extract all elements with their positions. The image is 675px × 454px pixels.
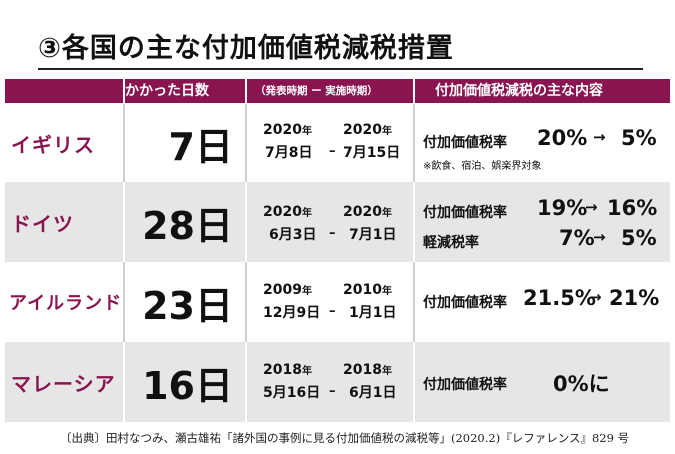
header-period: （発表時期 ー 実施時期） [255, 85, 378, 97]
arrow-icon: → [593, 228, 606, 246]
period-dates: 2020年 6月3日 – 2020年 7月1日 [263, 204, 397, 243]
date-dash: – [329, 304, 336, 319]
period-dates: 2009年 12月9日 – 2010年 1月1日 [263, 282, 397, 321]
arrow-icon: → [593, 128, 606, 146]
content-label: 付加価値税率 [423, 295, 507, 311]
days-taken: 28日 [142, 203, 233, 248]
impl-date: 7月15日 [343, 145, 401, 161]
date-dash: – [329, 144, 336, 159]
days-taken: 7日 [168, 124, 233, 169]
country-name: マレーシア [11, 371, 116, 396]
rate-to: 5% [621, 126, 657, 150]
impl-year: 2010 [343, 282, 382, 298]
impl-date: 1月1日 [349, 305, 397, 321]
rate-from: 19% [537, 196, 588, 220]
date-dash: – [329, 384, 336, 399]
content-label: 付加価値税率 [423, 377, 507, 393]
header-divider [123, 79, 125, 103]
table-row-ireland: アイルランド 23日 2009年 12月9日 – 2010年 1月1日 付加価値… [5, 262, 670, 342]
announce-date: 5月16日 [263, 385, 321, 401]
period-dates: 2020年 7月8日 – 2020年 7月15日 [263, 122, 401, 161]
rate-to: 21% [609, 286, 660, 310]
table-row-germany: ドイツ 28日 2020年 6月3日 – 2020年 7月1日 付加価値税率 1… [5, 182, 670, 262]
header-content: 付加価値税減税の主な内容 [435, 83, 603, 99]
country-name: イギリス [11, 132, 95, 157]
country-name: ドイツ [11, 211, 74, 236]
table-row-malaysia: マレーシア 16日 2018年 5月16日 – 2018年 6月1日 付加価値税… [5, 342, 670, 422]
announce-date: 6月3日 [269, 227, 317, 243]
title-underline [38, 68, 643, 70]
rate-from: 21.5% [523, 286, 596, 310]
country-name: アイルランド [9, 293, 123, 314]
date-dash: – [329, 226, 336, 241]
table-header: かかった日数 （発表時期 ー 実施時期） 付加価値税減税の主な内容 [5, 79, 670, 103]
rate-from: 7% [559, 226, 595, 250]
content-cell: 付加価値税率 20% → 5% ※飲食、宿泊、娯楽界対象 [423, 104, 670, 182]
content-cell: 付加価値税率 19% → 16% 軽減税率 7% → 5% [423, 182, 670, 262]
header-divider [413, 79, 415, 103]
days-taken: 16日 [142, 363, 233, 408]
impl-year: 2018 [343, 362, 382, 378]
content-label: 軽減税率 [423, 235, 479, 251]
header-days: かかった日数 [125, 83, 209, 99]
rate-from: 20% [537, 126, 588, 150]
page-title: ③各国の主な付加価値税減税措置 [38, 33, 454, 64]
table-row-uk: イギリス 7日 2020年 7月8日 – 2020年 7月15日 付加価値税率 … [5, 104, 670, 182]
announce-year: 2020 [263, 204, 302, 220]
content-cell: 付加価値税率 0%に [423, 342, 670, 422]
content-note: ※飲食、宿泊、娯楽界対象 [423, 161, 542, 172]
announce-date: 12月9日 [263, 305, 321, 321]
days-taken: 23日 [142, 283, 233, 328]
arrow-icon: → [585, 198, 598, 216]
header-divider [245, 79, 247, 103]
source-citation: 〔出典〕田村なつみ、瀬古雄祐「諸外国の事例に見る付加価値税の減税等」(2020.… [60, 431, 630, 445]
content-label: 付加価値税率 [423, 205, 507, 221]
impl-year: 2020 [343, 122, 382, 138]
period-dates: 2018年 5月16日 – 2018年 6月1日 [263, 362, 397, 401]
announce-year: 2020 [263, 122, 302, 138]
content-cell: 付加価値税率 21.5% → 21% [423, 262, 670, 342]
announce-year: 2009 [263, 282, 302, 298]
rate-value: 0%に [553, 372, 610, 396]
rate-to: 16% [607, 196, 658, 220]
announce-date: 7月8日 [265, 145, 313, 161]
content-label: 付加価値税率 [423, 135, 507, 151]
impl-date: 6月1日 [349, 385, 397, 401]
announce-year: 2018 [263, 362, 302, 378]
impl-date: 7月1日 [349, 227, 397, 243]
arrow-icon: → [589, 288, 602, 306]
impl-year: 2020 [343, 204, 382, 220]
rate-to: 5% [621, 226, 657, 250]
